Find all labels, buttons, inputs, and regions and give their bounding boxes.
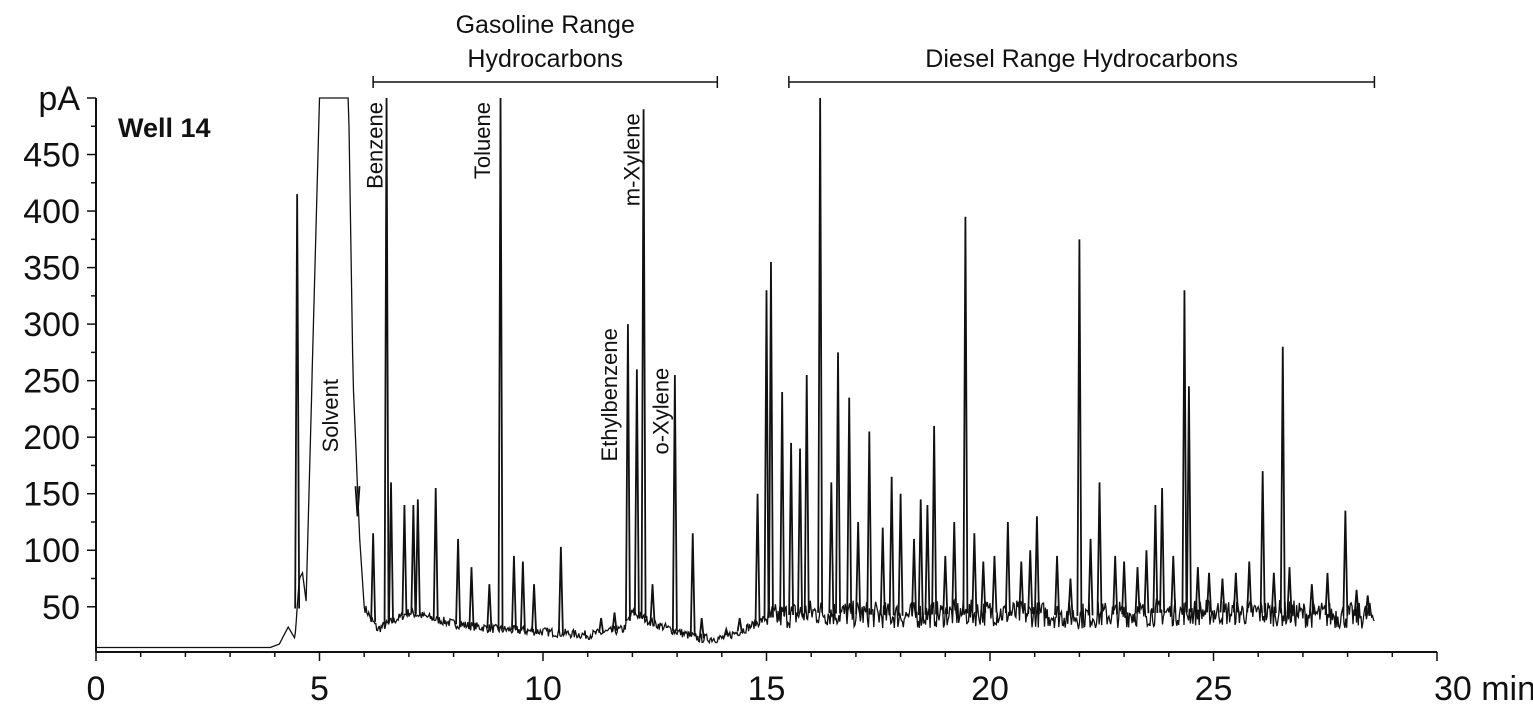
- chart-title: Well 14: [118, 113, 211, 143]
- x-tick-label: 30 min: [1434, 670, 1533, 708]
- peak: [559, 547, 563, 633]
- peak: [499, 98, 503, 630]
- peak: [765, 290, 769, 618]
- peak: [402, 505, 406, 615]
- peak: [651, 584, 655, 622]
- peak: [1196, 567, 1200, 612]
- peak: [836, 352, 840, 613]
- peak: [416, 499, 420, 614]
- peak: [532, 584, 536, 631]
- x-tick-label: 15: [748, 670, 786, 708]
- y-tick-label: pA: [38, 80, 80, 118]
- peak: [798, 448, 802, 613]
- peak: [389, 482, 393, 622]
- peak: [1343, 511, 1347, 616]
- peak: [769, 262, 773, 618]
- peak-label: Ethylbenzene: [597, 328, 622, 461]
- peak: [1171, 556, 1175, 613]
- y-tick-label: 50: [42, 589, 80, 627]
- peak: [411, 505, 415, 614]
- peak: [805, 375, 809, 613]
- y-tick-label: 200: [23, 419, 80, 457]
- peak-label: Solvent: [318, 379, 343, 452]
- peak: [1153, 505, 1157, 613]
- peak: [1325, 573, 1329, 615]
- y-tick-label: 350: [23, 250, 80, 288]
- peak: [1160, 488, 1164, 613]
- peak: [1098, 482, 1102, 615]
- peak: [487, 584, 491, 628]
- y-tick-label: 450: [23, 137, 80, 175]
- peak: [1089, 539, 1093, 615]
- peak: [738, 618, 742, 631]
- peak-label: Benzene: [363, 102, 388, 189]
- peak-label: m-Xylene: [620, 113, 645, 206]
- peak: [789, 443, 793, 615]
- peak: [899, 494, 903, 616]
- peak: [1144, 550, 1148, 613]
- peak: [512, 556, 516, 630]
- peak: [1006, 522, 1010, 613]
- peak: [456, 539, 460, 624]
- peak: [963, 217, 967, 614]
- peak: [1261, 471, 1265, 612]
- peak: [599, 618, 603, 633]
- peak: [780, 392, 784, 616]
- range-label: Diesel Range Hydrocarbons: [925, 45, 1238, 73]
- peak: [691, 533, 695, 636]
- peak: [847, 398, 851, 614]
- peak: [1028, 550, 1032, 614]
- peak: [932, 426, 936, 615]
- x-tick-label: 10: [524, 670, 562, 708]
- peak: [943, 556, 947, 614]
- peak: [992, 556, 996, 613]
- x-tick-label: 20: [971, 670, 1009, 708]
- peak: [295, 194, 299, 608]
- peak: [635, 369, 639, 614]
- x-tick-label: 25: [1195, 670, 1233, 708]
- y-tick-label: 400: [23, 193, 80, 231]
- peak: [1234, 573, 1238, 613]
- peak: [1182, 290, 1186, 612]
- range-label: Hydrocarbons: [467, 45, 623, 73]
- peak: [1122, 562, 1126, 615]
- peak: [521, 562, 525, 631]
- peak: [371, 533, 375, 622]
- peak: [756, 494, 760, 623]
- peak-label: Toluene: [470, 102, 495, 179]
- peak: [1077, 239, 1081, 615]
- y-tick-label: 150: [23, 476, 80, 514]
- peak: [972, 533, 976, 613]
- peak: [890, 477, 894, 616]
- peak: [856, 522, 860, 614]
- peak: [818, 98, 822, 613]
- chart-labels: Well 14 Solvent Benzene Toluene Ethylbenzene…: [118, 102, 674, 461]
- peak: [829, 482, 833, 613]
- x-tick-label: 5: [310, 670, 329, 708]
- peak: [881, 528, 885, 616]
- peak: [867, 432, 871, 615]
- peak: [434, 488, 438, 619]
- chromatogram-trace: [96, 98, 1374, 648]
- peak: [1281, 347, 1285, 614]
- x-tick-label: 0: [87, 670, 106, 708]
- y-tick-label: 300: [23, 306, 80, 344]
- range-label: Gasoline Range: [456, 11, 635, 39]
- peak: [925, 505, 929, 615]
- peak: [919, 499, 923, 615]
- peak: [626, 324, 630, 621]
- peak-label: o-Xylene: [649, 368, 674, 455]
- peak: [469, 567, 473, 626]
- y-tick-label: 100: [23, 532, 80, 570]
- peak: [1187, 386, 1191, 612]
- y-tick-label: 250: [23, 363, 80, 401]
- peak: [1035, 516, 1039, 614]
- range-brackets: Gasoline Range Hydrocarbons Diesel Range H…: [373, 11, 1374, 88]
